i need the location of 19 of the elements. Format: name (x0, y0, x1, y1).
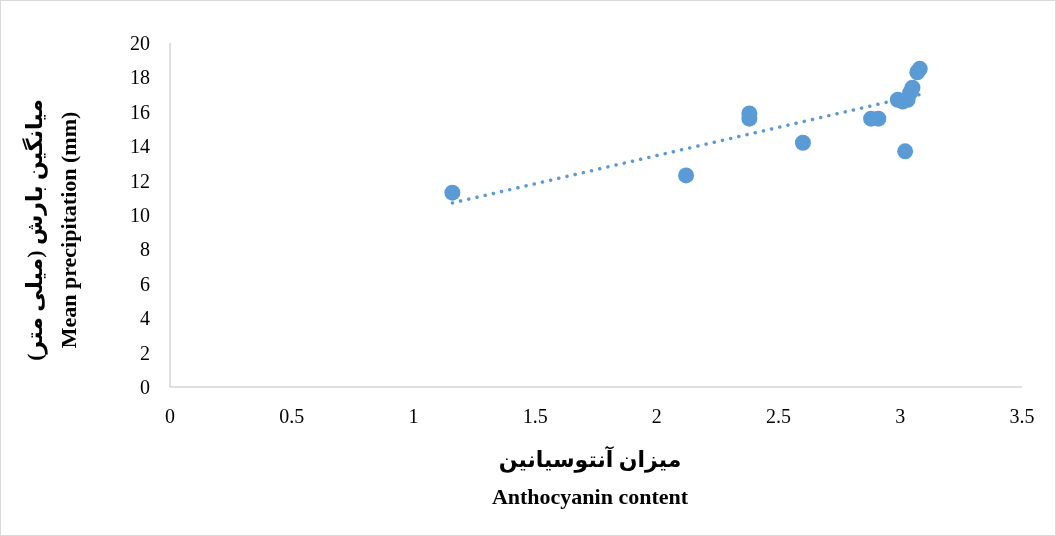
x-tick-label: 1.5 (522, 405, 548, 427)
y-tick-label: 6 (140, 272, 150, 295)
x-tick-label: 0 (165, 405, 175, 427)
x-tick-label: 2.5 (766, 405, 792, 427)
y-tick-label: 8 (140, 238, 150, 261)
x-tick-label: 0.5 (279, 405, 305, 427)
x-tick-label: 3 (895, 405, 906, 427)
y-tick-label: 0 (140, 376, 150, 398)
x-tick-label: 2 (651, 405, 662, 427)
y-tick-label: 10 (130, 204, 150, 226)
y-tick-label: 4 (140, 307, 150, 330)
y-tick-label: 14 (130, 135, 150, 158)
y-tick-label: 12 (130, 169, 150, 192)
y-tick-label: 18 (130, 66, 150, 89)
y-tick-label: 20 (130, 32, 150, 54)
x-tick-label: 1 (408, 405, 419, 427)
y-tick-label: 16 (130, 100, 150, 123)
x-tick-label: 3.5 (1009, 405, 1035, 427)
y-tick-label: 2 (140, 341, 150, 364)
